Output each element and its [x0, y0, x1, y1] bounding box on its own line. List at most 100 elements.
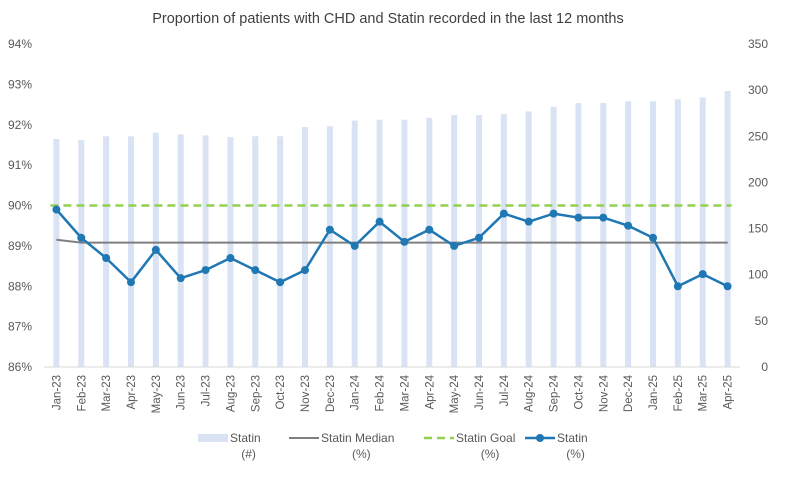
left-tick-label: 87% [8, 320, 32, 334]
x-tick-label: Mar-25 [698, 375, 710, 411]
left-tick-label: 88% [8, 279, 32, 293]
bar [724, 91, 731, 368]
data-point [151, 245, 160, 254]
bar [525, 111, 532, 368]
legend-item: Statin (%) [525, 431, 588, 461]
legend: Statin(#)Statin Median(%)Statin Goal(%)S… [198, 431, 588, 461]
bar [326, 126, 333, 368]
legend-label: Statin Median [321, 431, 394, 445]
left-tick-label: 86% [8, 360, 32, 374]
x-tick-label: Nov-23 [300, 375, 312, 412]
data-point [549, 209, 558, 218]
data-point [475, 233, 483, 242]
data-point [375, 217, 384, 226]
x-tick-label: Dec-23 [325, 375, 337, 412]
data-point [176, 274, 185, 283]
data-point [425, 225, 434, 234]
data-point [599, 213, 608, 222]
bar [277, 136, 284, 367]
data-point [251, 266, 260, 275]
legend-swatch [198, 434, 228, 442]
right-axis: 0 50 100 150 200 250 300 350 [748, 37, 768, 374]
legend-item: Statin Median (%) [289, 431, 394, 461]
data-point [301, 266, 309, 275]
data-point [673, 282, 682, 291]
data-point [77, 233, 86, 242]
x-tick-label: Feb-25 [673, 375, 685, 411]
legend-label: Statin Goal [456, 431, 515, 445]
x-tick-label: Jun-23 [176, 375, 188, 410]
bar [500, 114, 507, 367]
left-tick-label: 93% [8, 77, 32, 91]
data-point [102, 253, 111, 262]
x-tick-label: Apr-25 [723, 375, 735, 410]
x-tick-label: Apr-23 [126, 375, 138, 410]
bar [674, 99, 681, 367]
legend-label: Statin [557, 431, 588, 445]
left-tick-label: 91% [8, 158, 32, 172]
x-tick-label: Oct-24 [573, 374, 585, 409]
data-point [350, 241, 359, 250]
legend-item: Statin Goal (%) [424, 431, 515, 461]
legend-unit: (#) [241, 447, 256, 461]
x-tick-label: Sep-24 [549, 374, 561, 412]
line-series [50, 204, 732, 291]
bar [550, 106, 557, 368]
chart-title: Proportion of patients with CHD and Stat… [152, 11, 624, 27]
right-tick-label: 350 [748, 37, 768, 51]
left-tick-label: 89% [8, 239, 32, 253]
data-point [524, 217, 533, 226]
data-point [127, 278, 135, 287]
x-tick-label: Nov-24 [598, 374, 610, 412]
data-point [723, 282, 732, 291]
bar [227, 137, 234, 367]
right-tick-label: 150 [748, 222, 768, 236]
bar [625, 101, 632, 368]
data-point [574, 213, 583, 222]
x-tick-label: Aug-24 [524, 374, 536, 412]
x-tick-label: May-24 [449, 374, 461, 413]
data-point [698, 270, 707, 279]
x-tick-label: Oct-23 [275, 375, 287, 410]
x-tick-label: Jan-23 [51, 375, 63, 410]
data-point [276, 278, 285, 287]
x-tick-label: Sep-23 [250, 375, 262, 412]
right-tick-label: 300 [748, 83, 768, 97]
data-point [201, 266, 210, 275]
x-tick-label: May-23 [151, 375, 163, 413]
bar [202, 135, 209, 367]
bar [53, 139, 60, 367]
x-tick-label: Jul-24 [499, 374, 511, 406]
x-tick-label: Dec-24 [623, 374, 635, 412]
statin-pct-line [55, 208, 729, 288]
bar [699, 97, 706, 368]
x-tick-label: Feb-24 [375, 374, 387, 411]
right-tick-label: 0 [761, 360, 768, 374]
data-point [52, 205, 61, 214]
bar [103, 136, 110, 367]
data-point [450, 241, 459, 250]
bar [128, 136, 134, 367]
x-tick-label: Mar-24 [399, 374, 411, 411]
median-line [56, 238, 728, 244]
left-tick-label: 92% [8, 118, 32, 132]
bar [302, 127, 308, 367]
right-tick-label: 100 [748, 268, 768, 282]
x-tick-label: Feb-23 [76, 375, 88, 411]
left-axis: 86% 87% 88% 89% 90% 91% 92% 93% 94% [8, 37, 32, 374]
legend-marker [536, 434, 544, 442]
x-axis: Jan-23 Feb-23 Mar-23 Apr-23 May-23 Jun-23 Jul-… [51, 374, 734, 413]
data-point [624, 221, 633, 230]
left-tick-label: 90% [8, 199, 32, 213]
right-tick-label: 50 [755, 314, 769, 328]
data-point [649, 233, 657, 242]
data-point [226, 253, 235, 262]
legend-item: Statin (#) [198, 431, 261, 461]
bar [252, 136, 259, 367]
x-tick-label: Jan-25 [648, 375, 660, 410]
x-tick-label: Jan-24 [350, 374, 362, 410]
legend-unit: (%) [352, 447, 371, 461]
legend-unit: (%) [566, 447, 585, 461]
